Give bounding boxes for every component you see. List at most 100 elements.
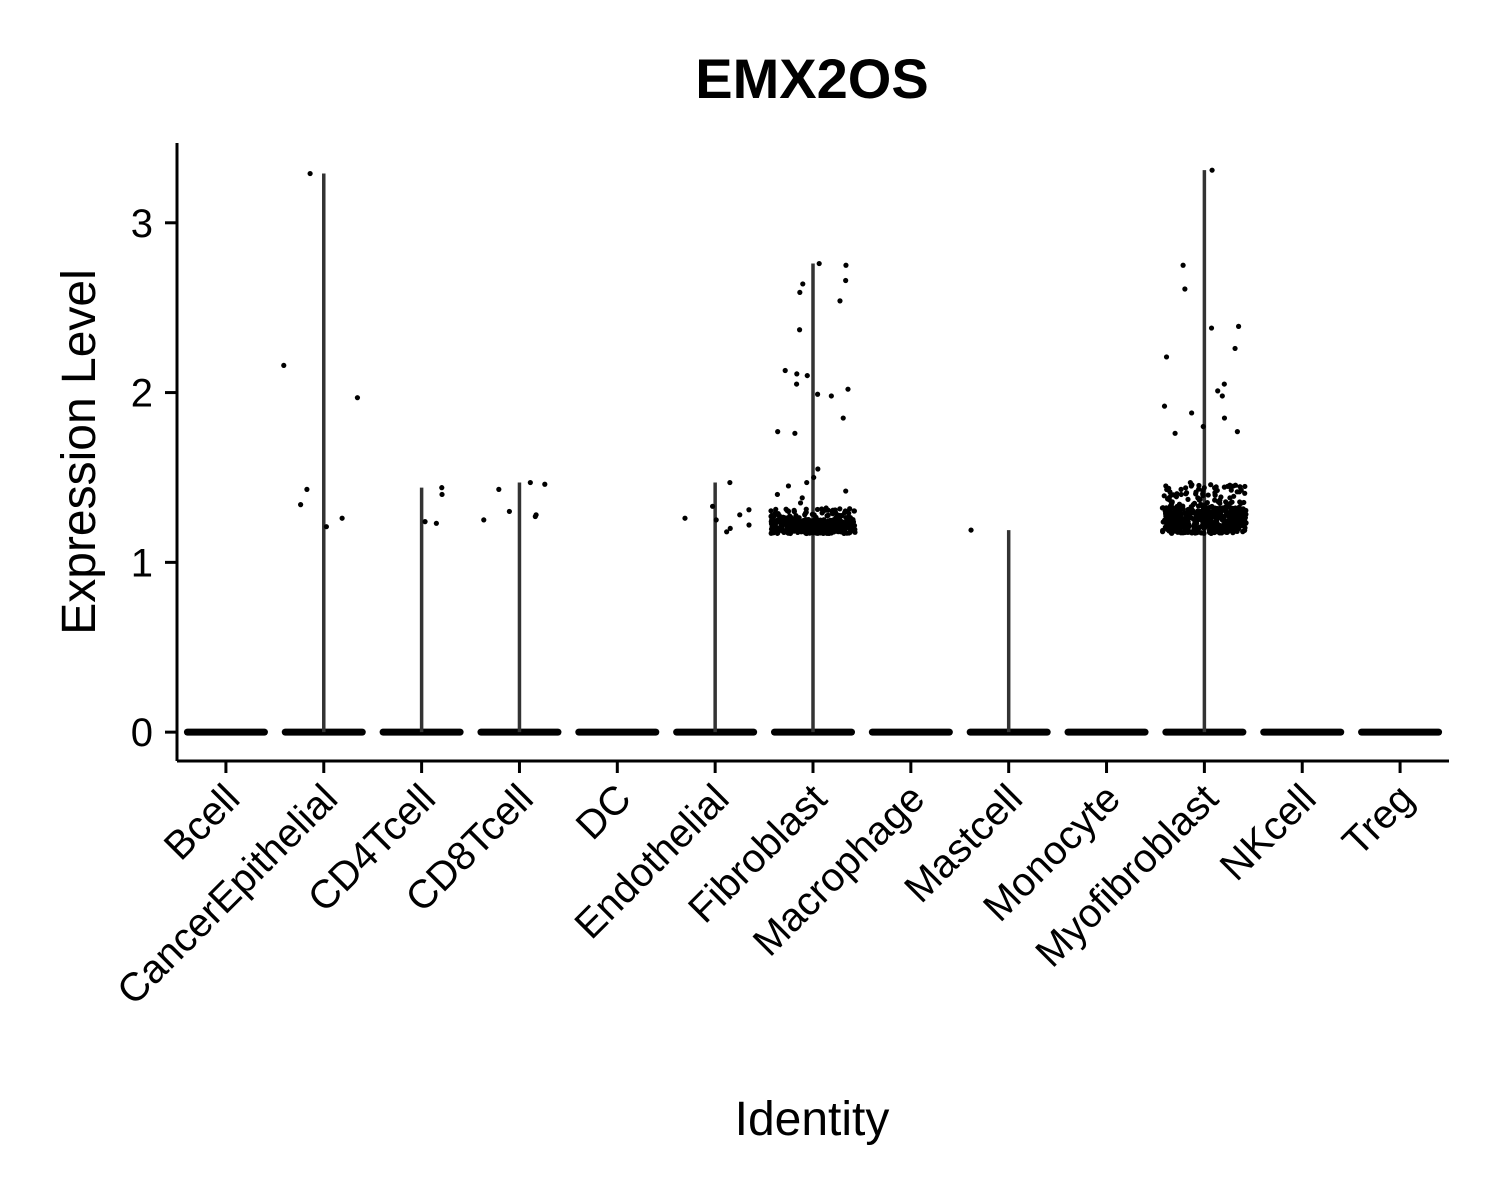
data-point — [811, 521, 817, 528]
data-point — [850, 519, 856, 526]
data-point — [1164, 496, 1171, 502]
data-point — [803, 522, 810, 528]
data-point — [814, 506, 821, 513]
violin-treg — [1358, 728, 1443, 736]
chart-title: EMX2OS — [695, 47, 928, 110]
violin-mastcell — [966, 527, 1051, 736]
data-point — [1207, 515, 1214, 521]
data-point — [713, 517, 719, 523]
data-point — [842, 509, 848, 516]
data-point — [800, 281, 806, 287]
data-point — [1193, 513, 1199, 520]
data-point — [1195, 503, 1202, 509]
zero-band — [575, 728, 660, 736]
data-point — [819, 510, 825, 516]
data-point — [787, 513, 793, 519]
data-point — [527, 479, 533, 486]
data-point — [1213, 515, 1219, 521]
data-point — [422, 519, 428, 525]
data-point — [1225, 529, 1231, 535]
data-point — [298, 502, 304, 508]
data-point — [1217, 497, 1223, 503]
data-point — [1204, 500, 1210, 506]
violin-dc — [575, 728, 660, 736]
violin-cd8tcell — [477, 479, 562, 736]
data-point — [811, 525, 817, 531]
data-point — [1221, 415, 1228, 421]
data-point — [785, 522, 791, 529]
data-point — [532, 513, 538, 520]
data-point — [1230, 530, 1236, 536]
data-point — [809, 511, 815, 517]
data-point — [1225, 483, 1231, 489]
data-point — [1217, 509, 1223, 515]
y-axis-ticks: 0 1 2 3 — [131, 202, 177, 755]
data-point — [837, 298, 843, 304]
data-point — [1219, 526, 1225, 532]
data-point — [1185, 496, 1191, 502]
data-point — [1200, 507, 1206, 513]
data-point — [1231, 493, 1237, 499]
data-point — [797, 500, 804, 506]
violin-cancerepithelial — [281, 170, 366, 736]
data-point — [1164, 486, 1170, 493]
data-point — [1200, 491, 1206, 497]
data-point — [844, 530, 850, 536]
data-point — [1167, 505, 1173, 511]
data-point — [804, 530, 810, 537]
zero-band — [1260, 728, 1345, 736]
data-point — [746, 507, 752, 513]
data-point — [1212, 492, 1218, 498]
data-point — [816, 525, 822, 531]
data-point — [1183, 490, 1190, 496]
data-point — [827, 526, 834, 532]
data-point — [837, 506, 843, 512]
data-point — [339, 515, 345, 521]
data-point — [1206, 504, 1213, 511]
data-point — [439, 485, 445, 491]
data-point — [783, 506, 789, 512]
data-point — [828, 393, 834, 399]
data-point — [775, 429, 781, 435]
data-point — [1178, 530, 1184, 536]
data-point — [1228, 523, 1235, 529]
data-point — [281, 362, 287, 369]
data-point — [1200, 423, 1206, 430]
data-point — [439, 491, 445, 498]
data-point — [1169, 499, 1175, 505]
data-point — [1208, 325, 1215, 331]
data-point — [1232, 345, 1238, 352]
data-point — [786, 527, 792, 533]
y-tick-label: 3 — [131, 202, 153, 246]
data-point — [1170, 515, 1176, 521]
data-point — [727, 479, 733, 486]
data-point — [1194, 525, 1200, 531]
y-tick-label: 2 — [131, 372, 153, 416]
plot-area — [183, 167, 1443, 736]
data-point — [837, 512, 843, 519]
data-point — [1163, 354, 1170, 360]
data-point — [1197, 496, 1203, 503]
data-point — [1178, 491, 1184, 498]
data-point — [817, 530, 824, 536]
data-point — [1229, 508, 1235, 514]
data-point — [1204, 510, 1210, 517]
data-point — [682, 515, 688, 521]
data-point — [1232, 518, 1238, 524]
data-point — [779, 522, 785, 528]
data-point — [1182, 521, 1188, 528]
data-point — [1215, 529, 1221, 535]
data-point — [1161, 493, 1167, 499]
data-point — [769, 522, 775, 528]
data-point — [844, 522, 850, 528]
data-point — [840, 415, 846, 421]
data-point — [843, 262, 849, 268]
data-point — [817, 519, 823, 525]
data-point — [835, 529, 841, 535]
data-point — [1241, 499, 1247, 506]
data-point — [774, 491, 780, 498]
data-point — [1188, 483, 1194, 489]
data-point — [804, 479, 810, 486]
data-point — [354, 395, 361, 401]
data-point — [1189, 410, 1195, 416]
